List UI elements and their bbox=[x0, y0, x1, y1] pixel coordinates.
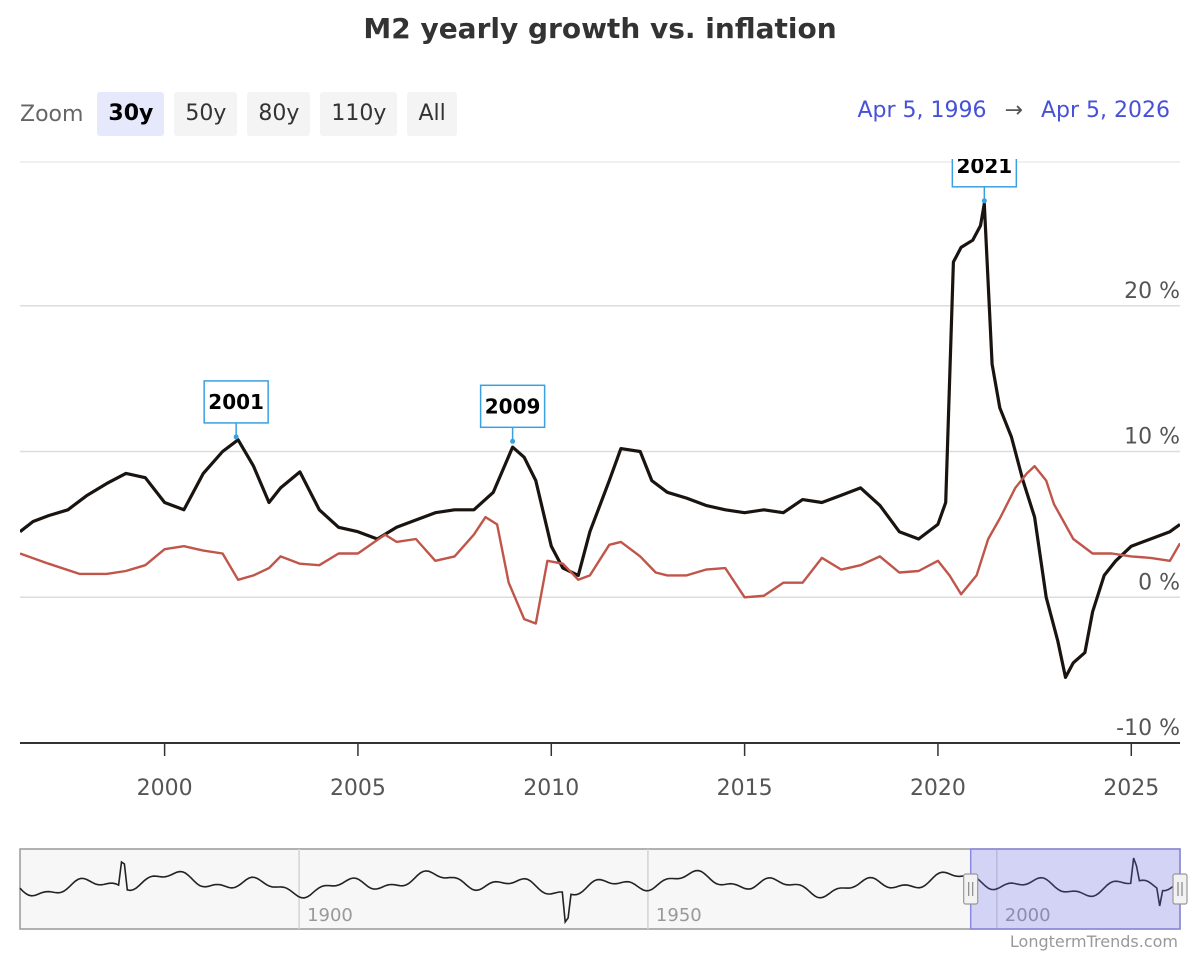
navigator-series bbox=[19, 857, 1181, 925]
x-tick-label: 2025 bbox=[1103, 776, 1159, 801]
annotation-2001: 2001 bbox=[203, 380, 269, 440]
zoom-80y-button[interactable]: 80y bbox=[247, 92, 311, 136]
y-tick-label: 0 % bbox=[1138, 570, 1180, 595]
zoom-30y-button[interactable]: 30y bbox=[97, 92, 165, 136]
navigator-right-handle[interactable] bbox=[1172, 873, 1188, 905]
plot-area bbox=[20, 202, 1180, 680]
handle-grip bbox=[1172, 873, 1188, 905]
zoom-50y-button[interactable]: 50y bbox=[174, 92, 238, 136]
plot-top-mask bbox=[0, 140, 1200, 159]
annotation-label: 2001 bbox=[208, 390, 264, 414]
annotation-point bbox=[233, 434, 239, 440]
annotation-label: 2009 bbox=[485, 394, 541, 418]
annotation-point bbox=[510, 438, 516, 444]
x-tick-label: 2020 bbox=[910, 776, 966, 801]
navigator-tick-label: 1950 bbox=[656, 905, 702, 926]
annotation-2009: 2009 bbox=[479, 384, 546, 444]
navigator-tick-label: 1900 bbox=[307, 905, 353, 926]
handle-grip bbox=[963, 873, 979, 905]
x-tick-label: 2010 bbox=[523, 776, 579, 801]
x-tick-label: 2005 bbox=[330, 776, 386, 801]
x-tick-label: 2000 bbox=[137, 776, 193, 801]
navigator-tick-label: 2000 bbox=[1005, 905, 1051, 926]
navigator-selection bbox=[969, 848, 1181, 930]
y-tick-label: -10 % bbox=[1116, 716, 1180, 741]
m2-growth-line bbox=[20, 202, 1180, 680]
annotation-box bbox=[203, 380, 269, 424]
x-tick-label: 2015 bbox=[717, 776, 773, 801]
annotation-point bbox=[981, 198, 987, 204]
navigator-left-handle[interactable] bbox=[963, 873, 979, 905]
zoom-label: Zoom bbox=[20, 101, 84, 127]
annotation-box bbox=[479, 384, 546, 429]
chart-title: M2 yearly growth vs. inflation bbox=[363, 12, 837, 45]
navigator: 1900 1950 2000 bbox=[19, 848, 1188, 930]
zoom-all-button[interactable]: All bbox=[407, 92, 457, 136]
range-arrow: → bbox=[1004, 98, 1023, 123]
navigator-background bbox=[19, 848, 1181, 930]
y-tick-label: 10 % bbox=[1124, 425, 1180, 450]
date-range: Apr 5, 1996 → Apr 5, 2026 bbox=[858, 98, 1171, 123]
inflation-line bbox=[20, 464, 1180, 625]
credit-link[interactable]: LongtermTrends.com bbox=[1009, 932, 1178, 951]
range-start-input[interactable]: Apr 5, 1996 bbox=[857, 98, 987, 123]
zoom-110y-button[interactable]: 110y bbox=[320, 92, 398, 136]
range-end-input[interactable]: Apr 5, 2026 bbox=[1040, 98, 1170, 123]
zoom-selector: Zoom 30y 50y 80y 110y All bbox=[20, 92, 467, 136]
y-tick-label: 20 % bbox=[1124, 279, 1180, 304]
